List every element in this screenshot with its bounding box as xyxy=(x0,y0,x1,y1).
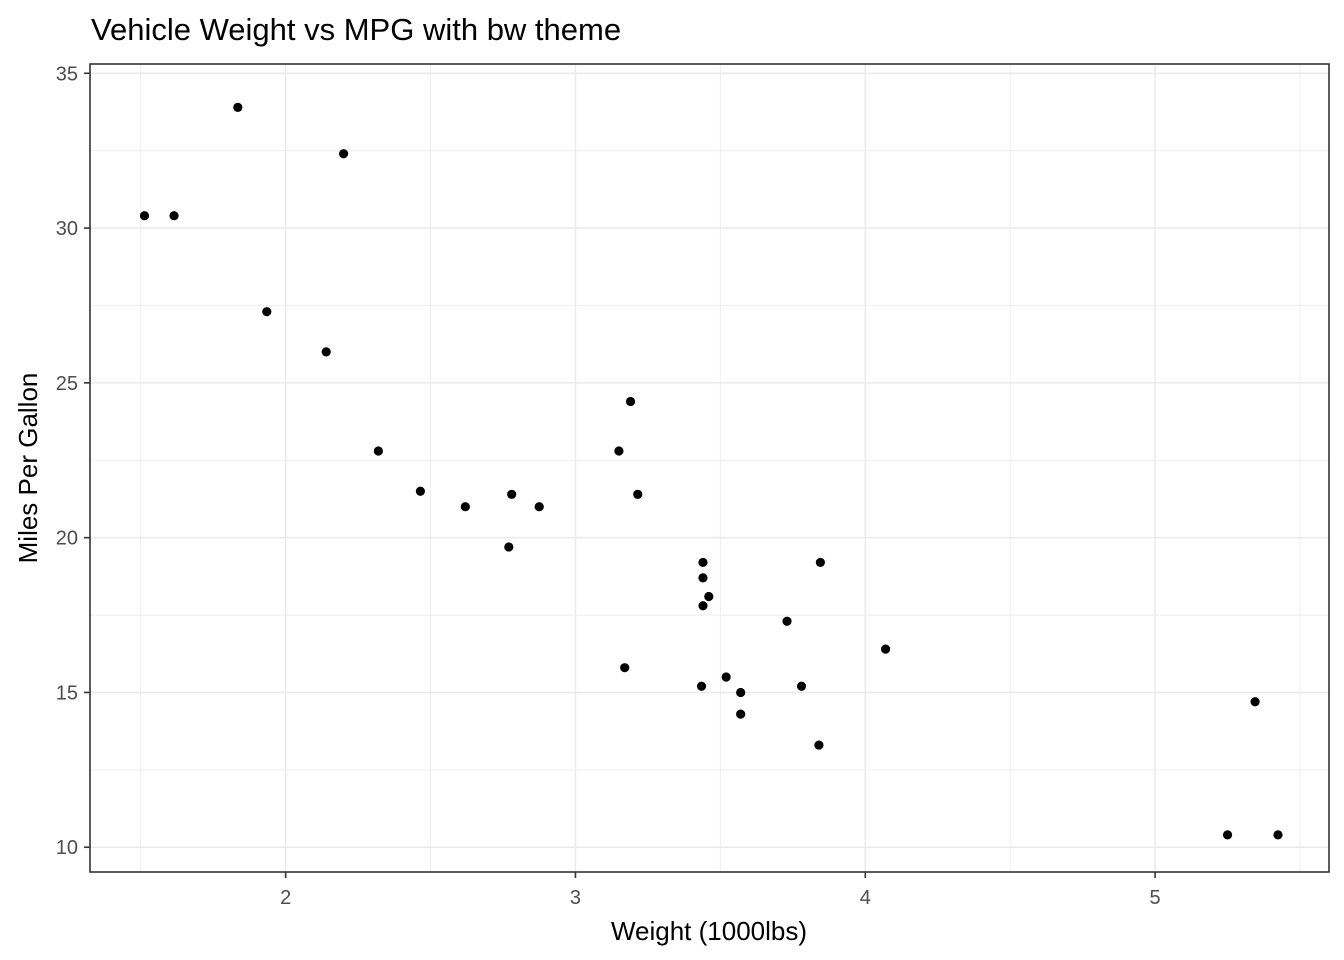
data-point xyxy=(233,102,243,112)
y-tick-label: 25 xyxy=(56,373,78,395)
data-point xyxy=(814,740,824,750)
x-tick-label: 5 xyxy=(1150,887,1161,909)
data-point xyxy=(504,542,514,552)
data-point xyxy=(704,591,714,602)
chart-title: Vehicle Weight vs MPG with bw theme xyxy=(91,12,621,47)
data-point xyxy=(1250,697,1260,707)
data-point xyxy=(1222,830,1233,840)
data-point xyxy=(534,502,544,512)
data-point xyxy=(633,489,643,499)
data-point xyxy=(614,446,624,456)
data-point xyxy=(721,672,731,682)
data-point xyxy=(460,502,470,512)
data-point xyxy=(736,709,746,719)
x-tick-label: 4 xyxy=(860,887,871,909)
y-tick-label: 15 xyxy=(56,682,78,704)
y-axis-title: Miles Per Gallon xyxy=(13,373,43,564)
data-point xyxy=(625,396,636,407)
x-tick-label: 3 xyxy=(570,887,581,909)
x-axis-title: Weight (1000lbs) xyxy=(611,916,807,946)
axis-tick-labels: 2 3 4 5 10 15 20 25 30 35 xyxy=(56,63,1161,909)
data-point xyxy=(698,573,708,583)
data-point xyxy=(373,446,383,456)
axis-ticks xyxy=(84,72,1156,878)
grid-lines xyxy=(90,64,1329,872)
y-tick-label: 20 xyxy=(56,528,78,550)
data-point xyxy=(796,681,807,691)
panel-border xyxy=(89,63,1330,873)
y-tick-label: 10 xyxy=(56,837,78,859)
data-point xyxy=(507,489,517,499)
data-point xyxy=(1273,830,1283,840)
data-point xyxy=(415,486,425,496)
data-point xyxy=(698,601,708,611)
data-point xyxy=(698,557,708,568)
data-point xyxy=(782,616,792,626)
y-tick-label: 35 xyxy=(56,63,78,85)
x-tick-label: 2 xyxy=(280,887,291,909)
data-point xyxy=(736,687,746,698)
data-point xyxy=(139,211,150,221)
data-point xyxy=(169,211,179,221)
data-point xyxy=(880,644,891,654)
data-point xyxy=(321,347,331,357)
data-point xyxy=(620,663,630,673)
y-tick-label: 30 xyxy=(56,218,78,240)
data-point xyxy=(338,149,349,159)
data-point xyxy=(262,307,272,317)
data-points xyxy=(139,102,1283,840)
data-point xyxy=(696,681,707,691)
data-point xyxy=(815,557,825,568)
